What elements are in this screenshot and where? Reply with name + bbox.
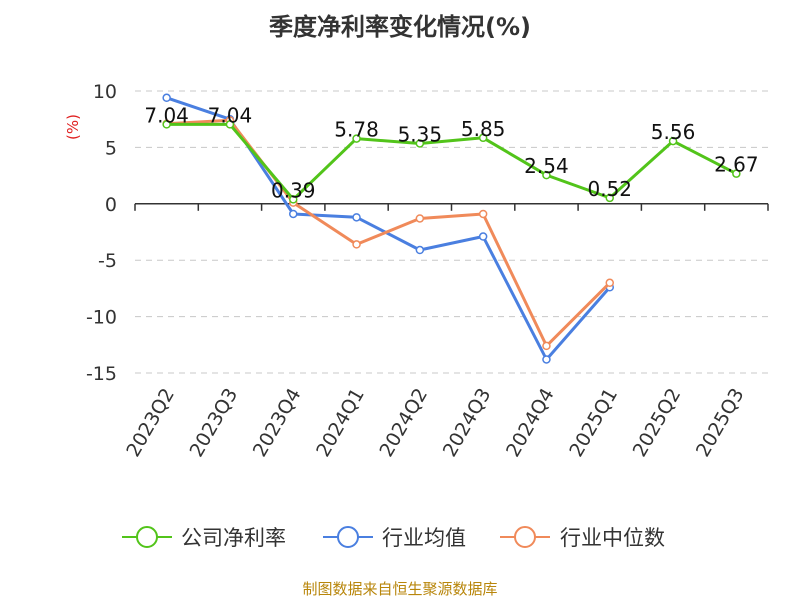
x-tick-label: 2024Q3 <box>439 385 496 461</box>
y-tick-label: -5 <box>98 250 117 272</box>
x-tick-label: 2024Q4 <box>502 385 559 461</box>
data-point <box>668 136 678 146</box>
legend-label: 行业中位数 <box>560 526 665 550</box>
data-point <box>415 139 425 148</box>
data-point <box>352 213 361 222</box>
x-tick-label: 2024Q2 <box>375 385 432 461</box>
data-label: 0.39 <box>271 178 316 202</box>
data-point <box>542 355 551 364</box>
data-label: 7.04 <box>208 103 253 127</box>
data-point <box>162 93 171 103</box>
y-tick-label: 10 <box>93 81 117 103</box>
data-label: 2.67 <box>714 153 759 177</box>
series-line-1 <box>166 96 611 361</box>
data-point <box>732 169 741 178</box>
x-tick-label: 2023Q4 <box>249 385 306 461</box>
data-point <box>542 170 551 180</box>
data-point <box>478 209 488 219</box>
legend: 公司净利率 行业均值 行业中位数 <box>122 526 665 550</box>
series-lines <box>162 93 741 364</box>
data-label: 5.56 <box>651 120 696 144</box>
data-point <box>289 195 298 204</box>
y-tick-label: -10 <box>86 307 117 329</box>
y-tick-label: 0 <box>105 194 117 216</box>
data-point <box>415 214 425 223</box>
chart-title: 季度净利率变化情况(%) <box>269 13 531 41</box>
x-tick-label: 2023Q2 <box>122 385 179 461</box>
x-tick-label: 2025Q3 <box>692 385 749 461</box>
x-tick-label: 2025Q1 <box>565 385 622 461</box>
data-point <box>542 341 551 351</box>
data-point <box>289 209 298 219</box>
data-point <box>225 120 235 129</box>
x-tick-label: 2024Q1 <box>312 385 369 461</box>
data-point <box>415 245 425 255</box>
y-axis-unit: (%) <box>64 114 82 140</box>
legend-label: 行业均值 <box>382 526 466 550</box>
x-tick-label: 2023Q3 <box>186 385 243 461</box>
legend-marker <box>337 526 359 548</box>
data-point <box>478 232 488 241</box>
data-point <box>352 134 361 143</box>
data-label: 2.54 <box>524 154 569 178</box>
data-label: 0.52 <box>587 177 632 201</box>
data-label: 7.04 <box>144 103 189 127</box>
data-point <box>352 240 361 249</box>
series-line-0 <box>166 122 738 201</box>
data-label: 5.85 <box>461 117 506 141</box>
data-point <box>605 278 614 288</box>
data-label: 5.35 <box>398 122 443 146</box>
legend-marker <box>514 526 536 548</box>
data-point <box>605 193 614 203</box>
data-point <box>162 120 171 129</box>
y-tick-label: -15 <box>86 363 117 385</box>
data-labels: 7.04 7.04 0.39 5.78 5.35 5.85 2.54 0.52 5.56 2.67 <box>144 103 758 202</box>
series-line-2 <box>166 118 611 348</box>
legend-label: 公司净利率 <box>181 526 286 550</box>
data-label: 5.78 <box>334 118 379 142</box>
data-source-note: 制图数据来自恒生聚源数据库 <box>302 580 497 598</box>
y-tick-label: 5 <box>105 137 117 159</box>
data-point <box>478 133 488 143</box>
legend-marker <box>136 526 158 548</box>
x-tick-label: 2025Q2 <box>629 385 686 461</box>
